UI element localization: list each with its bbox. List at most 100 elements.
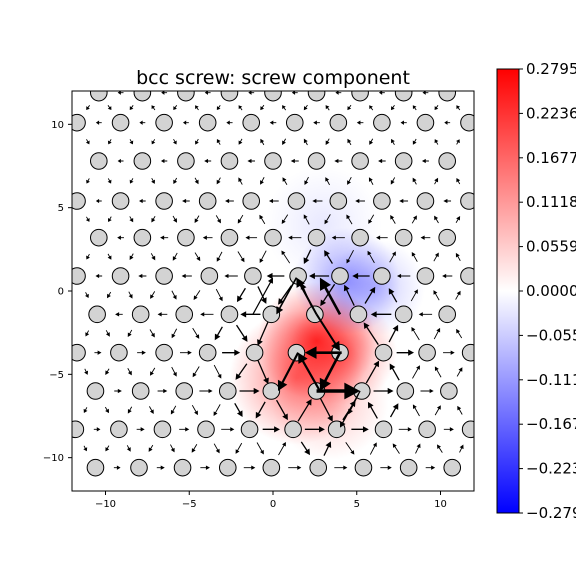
minor-arrow	[278, 441, 286, 456]
minor-arrow	[291, 91, 298, 95]
minor-arrow	[221, 427, 235, 432]
minor-arrow	[238, 105, 243, 111]
minor-arrow	[172, 215, 178, 223]
minor-arrow	[418, 312, 433, 317]
minor-arrow	[117, 235, 124, 240]
minor-arrow	[390, 177, 396, 185]
minor-arrow	[412, 365, 420, 379]
minor-arrow	[179, 427, 190, 432]
minor-arrow	[237, 214, 244, 224]
minor-arrow	[313, 120, 320, 125]
minor-arrow	[312, 198, 323, 204]
atom	[153, 420, 172, 439]
atom	[351, 152, 369, 170]
minor-arrow	[255, 401, 266, 419]
minor-arrow	[351, 426, 369, 433]
atom	[218, 382, 237, 400]
minor-arrow	[378, 91, 385, 95]
minor-arrow	[95, 120, 102, 125]
minor-arrow	[347, 104, 352, 111]
minor-arrow	[192, 327, 200, 339]
minor-arrow	[137, 350, 146, 355]
minor-arrow	[434, 366, 442, 378]
atom	[90, 228, 108, 247]
minor-arrow	[257, 359, 269, 385]
minor-arrow	[179, 350, 192, 355]
atom	[110, 343, 128, 362]
minor-arrow	[343, 284, 355, 306]
atom	[416, 192, 435, 210]
minor-arrow	[368, 214, 375, 224]
minor-arrow	[391, 138, 395, 146]
minor-arrow	[204, 91, 211, 95]
minor-arrow	[411, 215, 417, 224]
atom	[90, 91, 108, 102]
minor-arrow	[129, 216, 134, 223]
minor-arrow	[117, 158, 124, 164]
minor-arrow	[173, 177, 178, 185]
minor-arrow	[303, 138, 308, 146]
minor-arrow	[86, 178, 90, 184]
minor-arrow	[288, 465, 302, 470]
minor-arrow	[434, 105, 439, 111]
minor-arrow	[397, 273, 411, 279]
atom	[329, 113, 348, 132]
atom	[110, 420, 128, 439]
minor-arrow	[170, 444, 175, 453]
minor-arrow	[290, 158, 299, 164]
minor-arrow	[455, 215, 461, 223]
minor-arrow	[216, 105, 221, 111]
atom	[242, 192, 261, 210]
minor-arrow	[85, 139, 90, 145]
minor-arrow	[136, 427, 145, 432]
minor-arrow	[182, 120, 189, 125]
atom	[155, 343, 173, 362]
atom	[373, 113, 391, 132]
minor-arrow	[320, 283, 336, 307]
minor-arrow	[105, 445, 110, 452]
atom	[418, 343, 436, 362]
minor-arrow	[105, 368, 110, 375]
minor-arrow	[160, 235, 169, 240]
x-tick-label: 10	[434, 499, 447, 510]
minor-arrow	[199, 388, 213, 394]
atom	[240, 420, 259, 439]
minor-arrow	[376, 235, 388, 240]
atom	[418, 420, 436, 439]
minor-arrow	[260, 177, 265, 185]
minor-arrow	[106, 291, 112, 299]
minor-arrow	[129, 139, 134, 145]
minor-arrow	[160, 158, 168, 164]
atom	[285, 113, 304, 132]
minor-arrow	[443, 427, 454, 432]
minor-arrow	[104, 406, 110, 414]
atom	[460, 267, 474, 285]
minor-arrow	[422, 91, 429, 95]
minor-arrow	[200, 312, 214, 317]
minor-arrow	[325, 105, 330, 111]
minor-arrow	[412, 138, 417, 145]
atom	[349, 305, 368, 324]
minor-arrow	[194, 177, 199, 185]
y-tick-label: 5	[58, 203, 64, 214]
minor-arrow	[129, 105, 134, 111]
atom	[264, 228, 282, 247]
atom	[175, 305, 194, 324]
atom	[440, 382, 458, 400]
atom	[264, 152, 282, 170]
minor-arrow	[259, 250, 267, 264]
atom	[373, 192, 391, 210]
atom	[90, 152, 108, 170]
colorbar-tick-label: −0.2795	[526, 504, 576, 522]
minor-arrow	[378, 158, 386, 164]
minor-arrow	[245, 235, 258, 240]
minor-arrow	[442, 273, 453, 279]
minor-arrow	[434, 405, 441, 416]
minor-arrow	[213, 443, 220, 454]
minor-arrow	[173, 105, 178, 111]
major-arrow	[298, 352, 321, 392]
minor-arrow	[235, 442, 243, 454]
minor-arrow	[456, 105, 461, 111]
minor-arrow	[151, 139, 156, 145]
